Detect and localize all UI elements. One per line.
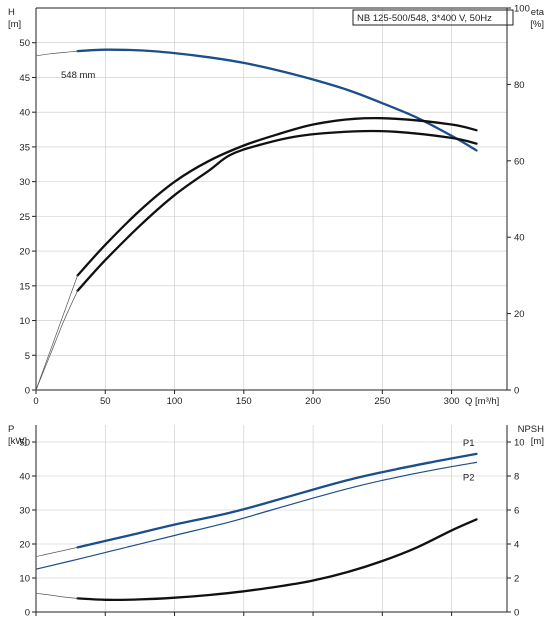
left-tick-label: 40: [19, 472, 30, 483]
right-tick-label: 4: [514, 540, 519, 551]
x-axis-title: Q [m³/h]: [465, 396, 499, 407]
series-3-curve: [76, 518, 478, 601]
p2-label: P2: [463, 472, 475, 483]
x-tick-label: 150: [236, 396, 252, 407]
p1-curve: [76, 452, 478, 549]
left-axis-unit: [m]: [8, 19, 21, 30]
series-0-curve: [76, 48, 478, 152]
series-1-curve: [35, 547, 78, 557]
x-tick-label: 300: [444, 396, 460, 407]
left-tick-label: 20: [19, 540, 30, 551]
right-axis-unit: [%]: [530, 19, 544, 30]
left-tick-label: 10: [19, 574, 30, 585]
p2-curve: [35, 461, 478, 570]
x-tick-label: 0: [33, 396, 38, 407]
x-tick-label: 100: [167, 396, 183, 407]
impeller-diameter-label: 548 mm: [61, 70, 95, 81]
power-npsh-panel: 0 10 20 30 40 50 0 2 4 6 8 10 P[kW] NPSH[m] P1 P2: [8, 424, 544, 619]
left-tick-label: 35: [19, 142, 30, 153]
series-3-curve: [76, 116, 478, 277]
series-2-curve: [76, 129, 478, 292]
p1-label: P1: [463, 438, 475, 449]
left-tick-label: 10: [19, 316, 30, 327]
right-axis-title: NPSH: [518, 424, 545, 435]
left-tick-label: 5: [25, 351, 30, 362]
chart-title: NB 125-500/548, 3*400 V, 50Hz: [357, 13, 492, 24]
right-tick-label: 20: [514, 309, 525, 320]
left-tick-label: 50: [19, 38, 30, 49]
x-tick-label: 50: [100, 396, 111, 407]
right-tick-label: 0: [514, 386, 519, 397]
left-axis-title: H: [8, 7, 15, 18]
right-axis-unit: [m]: [531, 436, 544, 447]
left-tick-label: 50: [19, 438, 30, 449]
left-tick-label: 0: [25, 608, 30, 619]
right-tick-label: 80: [514, 80, 525, 91]
left-tick-label: 40: [19, 108, 30, 119]
head-efficiency-panel: 0 5 10 15 20 25 30 35 40 45 50 0 20 40 60 80 100 0 50 100 15…: [8, 4, 545, 408]
left-tick-label: 0: [25, 386, 30, 397]
left-tick-label: 25: [19, 212, 30, 223]
series-1-curve: [35, 50, 78, 57]
series-4-curve: [35, 592, 78, 599]
left-tick-label: 45: [19, 73, 30, 84]
left-tick-label: 30: [19, 506, 30, 517]
right-tick-label: 6: [514, 506, 519, 517]
grid: [36, 425, 507, 612]
series-4-curve: [35, 290, 78, 391]
left-tick-label: 20: [19, 247, 30, 258]
right-tick-label: 0: [514, 608, 519, 619]
grid: [36, 8, 507, 390]
left-axis-unit: [kW]: [8, 436, 27, 447]
left-tick-label: 30: [19, 177, 30, 188]
right-tick-label: 8: [514, 472, 519, 483]
title-box: [352, 9, 514, 26]
x-tick-label: 200: [305, 396, 321, 407]
right-axis-title: eta: [531, 7, 545, 18]
right-tick-label: 10: [514, 438, 525, 449]
right-tick-label: 40: [514, 233, 525, 244]
right-tick-label: 60: [514, 156, 525, 167]
right-tick-label: 2: [514, 574, 519, 585]
left-axis-title: P: [8, 424, 14, 435]
left-tick-label: 15: [19, 281, 30, 292]
x-tick-label: 250: [374, 396, 390, 407]
right-tick-label: 100: [514, 4, 530, 15]
series-5-curve: [35, 275, 78, 391]
